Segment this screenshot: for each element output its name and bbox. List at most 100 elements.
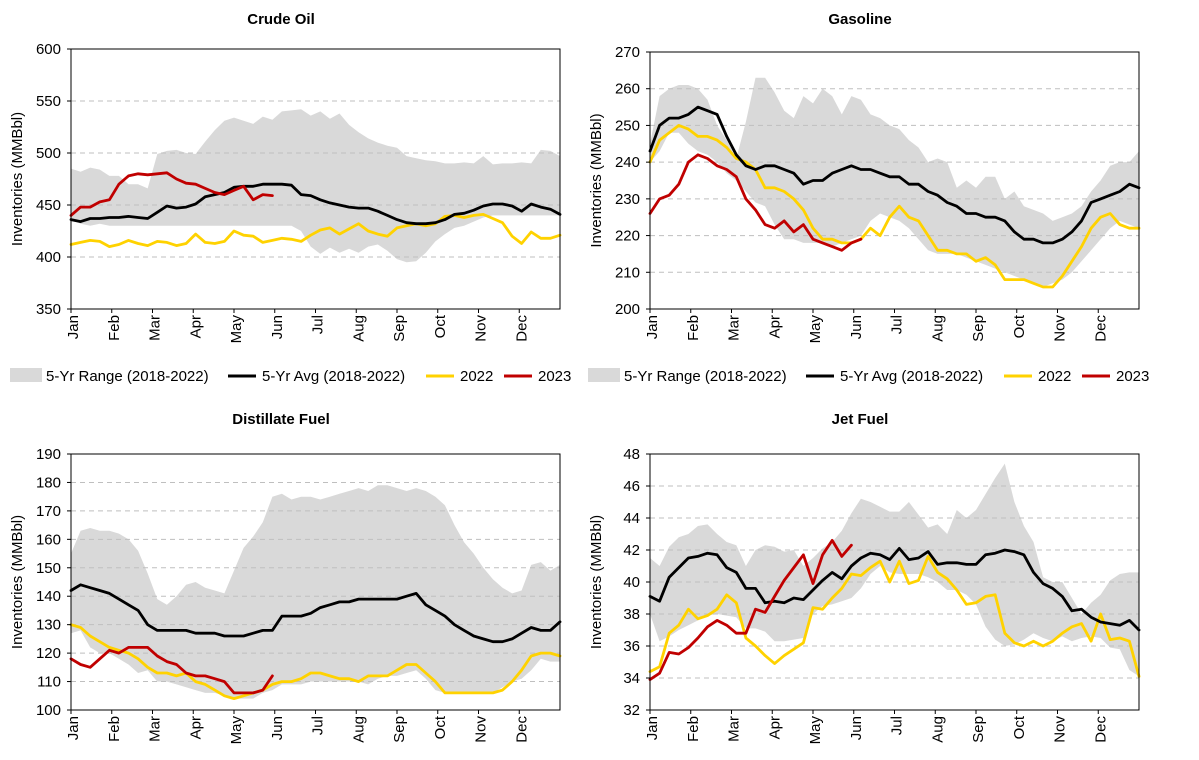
x-tick-label: Feb [106, 716, 123, 742]
legend: 5-Yr Range (2018-2022) 5-Yr Avg (2018-202… [588, 368, 1149, 385]
x-tick-label: Nov [473, 315, 490, 342]
x-tick-label: Jan [65, 716, 82, 740]
chart-panel-crude-oil: Crude Oil 350 400 450 500 550 600 Inventories (… [9, 11, 571, 385]
legend-swatch-range [10, 368, 42, 382]
x-tick-label: Sep [970, 315, 987, 342]
x-tick-label: Aug [929, 315, 946, 342]
x-tick-label: Dec [1092, 716, 1109, 743]
legend-label-2022: 2022 [1038, 368, 1071, 385]
x-tick-label: Dec [1092, 315, 1109, 342]
x-tick-label: Jan [65, 315, 82, 339]
series-5yr-avg-line [648, 105, 1141, 245]
legend-label-range: 5-Yr Range (2018-2022) [46, 368, 209, 385]
y-tick-label: 170 [36, 503, 61, 520]
x-tick-label: Sep [391, 315, 408, 342]
legend-label-2022: 2022 [460, 368, 493, 385]
y-axis-label: Inventories (MMBbl) [588, 113, 605, 247]
y-tick-label: 150 [36, 560, 61, 577]
y-tick-label: 160 [36, 531, 61, 548]
y-tick-label: 140 [36, 588, 61, 605]
x-tick-label: Apr [766, 716, 783, 739]
chart-title: Jet Fuel [832, 411, 889, 428]
chart-title: Crude Oil [247, 11, 315, 28]
y-tick-label: 190 [36, 446, 61, 463]
x-tick-label: Feb [685, 315, 702, 341]
x-tick-label: Jul [889, 716, 906, 735]
series-5yr-avg-line [648, 547, 1141, 632]
x-tick-label: Oct [432, 715, 449, 739]
x-tick-label: Jul [310, 315, 327, 334]
y-tick-label: 34 [623, 670, 640, 687]
y-tick-label: 120 [36, 645, 61, 662]
series-2022-line [69, 213, 562, 248]
y-tick-label: 180 [36, 474, 61, 491]
x-tick-label: Jun [848, 315, 865, 339]
y-tick-label: 270 [615, 44, 640, 61]
series-2023-line [648, 153, 863, 252]
y-tick-label: 46 [623, 478, 640, 495]
y-axis-label: Inventories (MMBbl) [588, 515, 605, 649]
x-tick-label: Jul [889, 315, 906, 334]
chart-panel-distillate-fuel: Distillate Fuel 100 110 120 130 140 150 160 170 1… [9, 411, 562, 745]
y-tick-label: 200 [615, 301, 640, 318]
y-tick-label: 32 [623, 702, 640, 719]
y-tick-label: 40 [623, 574, 640, 591]
y-tick-label: 500 [36, 145, 61, 162]
y-tick-label: 450 [36, 197, 61, 214]
series-2023-line [648, 539, 853, 681]
x-tick-label: Nov [1052, 716, 1069, 743]
x-tick-label: May [228, 716, 245, 745]
series-2023-line [69, 171, 274, 217]
x-tick-label: Jan [644, 315, 661, 339]
y-tick-label: 260 [615, 81, 640, 98]
legend-label-2023: 2023 [538, 368, 571, 385]
x-tick-label: Mar [147, 315, 164, 341]
x-tick-label: Sep [391, 716, 408, 743]
y-tick-label: 110 [37, 674, 61, 691]
legend: 5-Yr Range (2018-2022) 5-Yr Avg (2018-202… [10, 368, 571, 385]
x-tick-label: Apr [187, 716, 204, 739]
chart-title: Gasoline [828, 11, 891, 28]
legend-label-avg: 5-Yr Avg (2018-2022) [262, 368, 405, 385]
series-5yr-range-band [71, 109, 560, 263]
x-tick-label: Oct [432, 314, 449, 338]
x-tick-label: Mar [726, 315, 743, 341]
x-tick-label: Jun [269, 315, 286, 339]
chart-panel-gasoline: Gasoline 200 210 220 230 240 250 260 270 Inventor… [588, 11, 1149, 385]
x-tick-label: Mar [147, 716, 164, 742]
y-tick-label: 600 [36, 41, 61, 58]
x-tick-label: Apr [187, 315, 204, 338]
y-tick-label: 42 [623, 542, 640, 559]
series-5yr-avg-line [69, 583, 562, 644]
x-tick-label: May [228, 315, 245, 344]
x-tick-label: Jul [310, 716, 327, 735]
x-tick-label: May [807, 716, 824, 745]
y-tick-label: 220 [615, 228, 640, 245]
x-tick-label: Nov [473, 716, 490, 743]
y-tick-label: 130 [36, 617, 61, 634]
x-tick-label: Feb [685, 716, 702, 742]
legend-label-2023: 2023 [1116, 368, 1149, 385]
x-tick-label: Dec [513, 716, 530, 743]
x-tick-label: Feb [106, 315, 123, 341]
y-tick-label: 44 [623, 510, 640, 527]
legend-label-avg: 5-Yr Avg (2018-2022) [840, 368, 983, 385]
x-tick-label: Oct [1011, 314, 1028, 338]
y-tick-label: 230 [615, 191, 640, 208]
x-tick-label: Nov [1052, 315, 1069, 342]
series-2022-line [648, 124, 1141, 289]
chart-panel-jet-fuel: Jet Fuel 32 34 36 38 40 42 44 46 48 Inventories (M… [588, 411, 1141, 745]
y-tick-label: 250 [615, 117, 640, 134]
x-tick-label: Aug [350, 716, 367, 743]
series-5yr-range-band [71, 485, 560, 699]
y-tick-label: 550 [36, 93, 61, 110]
y-tick-label: 400 [36, 249, 61, 266]
series-2022-line [69, 623, 562, 700]
x-tick-label: Dec [513, 315, 530, 342]
x-tick-label: May [807, 315, 824, 344]
legend-label-range: 5-Yr Range (2018-2022) [624, 368, 787, 385]
y-tick-label: 350 [36, 301, 61, 318]
y-tick-label: 36 [623, 638, 640, 655]
series-2022-line [648, 555, 1141, 678]
x-tick-label: Oct [1011, 715, 1028, 739]
